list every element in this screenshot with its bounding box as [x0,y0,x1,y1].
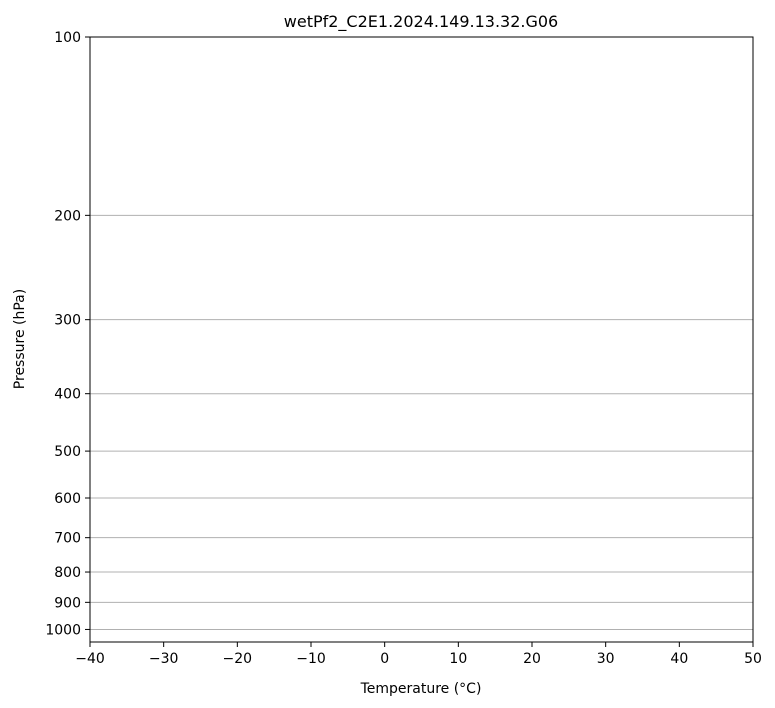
x-tick-label: −40 [75,651,105,667]
x-axis-label: Temperature (°C) [360,681,482,697]
y-tick-label: 300 [54,313,81,329]
x-tick-label: −30 [149,651,179,667]
x-tick-label: 40 [670,651,688,667]
x-tick-label: 50 [744,651,762,667]
y-tick-label: 700 [54,531,81,547]
y-tick-label: 500 [54,444,81,460]
y-tick-label: 900 [54,595,81,611]
x-tick-label: −20 [223,651,253,667]
x-tick-label: −10 [296,651,326,667]
y-tick-label: 600 [54,491,81,507]
x-tick-label: 0 [380,651,389,667]
y-tick-label: 1000 [45,622,81,638]
y-tick-label: 200 [54,208,81,224]
plot-frame [89,36,754,643]
y-axis-label: Pressure (hPa) [12,289,28,389]
y-tick-label: 100 [54,30,81,46]
y-tick-label: 400 [54,387,81,403]
y-tick-label: 800 [54,565,81,581]
chart-title: wetPf2_C2E1.2024.149.13.32.G06 [284,12,558,32]
x-tick-label: 20 [523,651,541,667]
background-lines [90,37,753,630]
x-tick-label: 30 [597,651,615,667]
axis-ticks: −40 −30 −20 −10 0 10 20 30 40 50 100 200 300 400 500 60… [45,30,762,667]
x-tick-label: 10 [449,651,467,667]
